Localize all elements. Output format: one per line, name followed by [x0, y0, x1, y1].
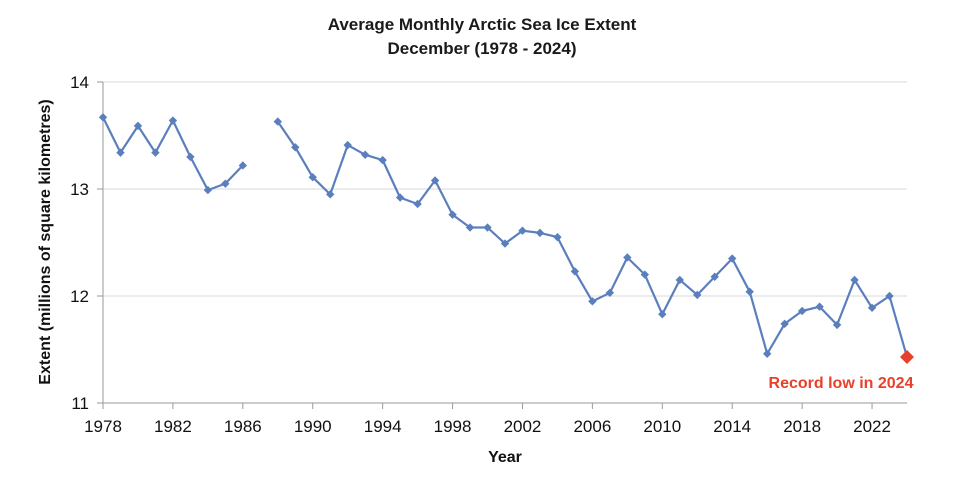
series-line-segment-1: [102, 116, 244, 192]
x-tick-label-2002: 2002: [504, 417, 542, 436]
series-line-segment-2: [276, 120, 909, 358]
data-point-2011: [675, 275, 684, 285]
data-point-2012: [693, 290, 702, 300]
data-point-1993: [360, 150, 370, 159]
data-point-2020: [832, 320, 842, 330]
data-point-2006: [588, 297, 597, 306]
data-point-2002: [518, 226, 527, 235]
x-tick-label-2022: 2022: [853, 417, 891, 436]
x-tick-label-1978: 1978: [84, 417, 122, 436]
data-point-2019: [815, 302, 824, 311]
data-point-1991: [326, 190, 335, 199]
data-point-1984: [203, 185, 213, 195]
data-point-2014: [728, 254, 737, 263]
x-tick-label-2006: 2006: [573, 417, 611, 436]
data-point-2005: [570, 267, 580, 276]
x-tick-label-1998: 1998: [434, 417, 472, 436]
x-tick-label-2018: 2018: [783, 417, 821, 436]
data-point-1982: [168, 116, 178, 125]
x-tick-label-1990: 1990: [294, 417, 332, 436]
chart-title: Average Monthly Arctic Sea Ice Extent: [328, 15, 637, 34]
data-point-1998: [448, 210, 457, 219]
data-point-1990: [308, 173, 317, 182]
data-point-2018: [797, 306, 807, 316]
series-december-extent: [102, 116, 909, 358]
x-axis-title: Year: [488, 449, 522, 466]
x-tick-label-1982: 1982: [154, 417, 192, 436]
data-point-1978: [98, 113, 108, 122]
data-point-2015: [745, 287, 754, 296]
data-point-2008: [623, 253, 632, 262]
data-point-2022: [867, 303, 877, 312]
data-point-2000: [483, 223, 492, 232]
x-tick-label-1986: 1986: [224, 417, 262, 436]
data-point-1983: [186, 152, 195, 162]
record-low-highlight: [900, 349, 914, 364]
y-tick-label-11: 11: [71, 394, 89, 413]
data-point-2010: [658, 309, 667, 319]
data-point-1992: [343, 140, 352, 150]
data-point-1997: [430, 176, 440, 185]
data-point-1994: [378, 155, 387, 165]
data-point-1980: [133, 121, 143, 131]
y-tick-label-13: 13: [70, 180, 89, 199]
y-tick-label-12: 12: [70, 287, 89, 306]
data-point-2009: [640, 270, 650, 279]
data-point-2013: [710, 272, 719, 281]
record-low-annotation: Record low in 2024: [769, 375, 914, 392]
data-point-1995: [395, 193, 405, 202]
chart-subtitle: December (1978 - 2024): [387, 39, 576, 58]
data-point-1999: [465, 223, 475, 232]
x-tick-label-1994: 1994: [364, 417, 402, 436]
data-point-2023: [885, 291, 894, 301]
data-point-1988: [273, 117, 282, 126]
data-point-1989: [291, 143, 300, 152]
data-point-1981: [151, 148, 160, 157]
data-point-2007: [605, 288, 615, 297]
data-point-2017: [780, 319, 789, 329]
y-axis-title: Extent (millions of square kilometres): [37, 99, 54, 384]
x-tick-label-2014: 2014: [713, 417, 751, 436]
x-tick-labels: 1978 1982 1986 1990 1994 1998 2002 2006 2010 2014…: [84, 417, 891, 436]
data-point-2024-record-low: [900, 349, 914, 364]
y-tick-labels: 11 12 13 14: [70, 73, 89, 413]
data-points: [98, 113, 894, 358]
data-point-1986: [238, 161, 248, 170]
x-tick-label-2010: 2010: [643, 417, 681, 436]
data-point-2003: [535, 228, 545, 238]
y-tick-label-14: 14: [70, 73, 89, 92]
data-point-1979: [116, 148, 125, 157]
axes: [97, 81, 907, 409]
data-point-1985: [221, 179, 230, 188]
gridlines: [103, 81, 907, 297]
data-point-1996: [413, 199, 422, 209]
data-point-2021: [850, 275, 859, 285]
data-point-2016: [762, 349, 772, 358]
data-point-2001: [500, 239, 510, 248]
data-point-2004: [553, 232, 562, 242]
